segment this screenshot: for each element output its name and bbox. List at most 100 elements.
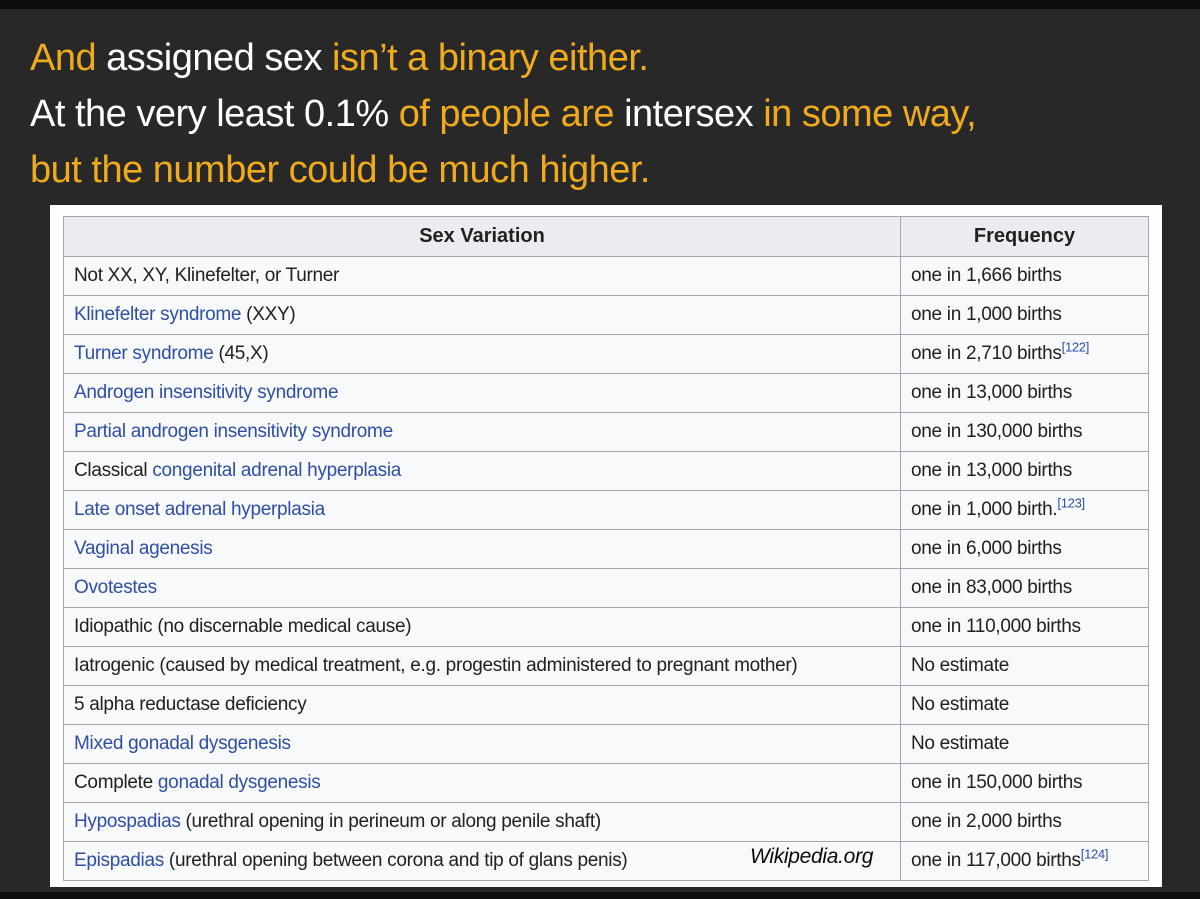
wiki-link[interactable]: congenital adrenal hyperplasia	[152, 460, 402, 481]
table-row: Late onset adrenal hyperplasia one in 1,0…	[63, 490, 1149, 530]
heading-segment: of people are	[398, 93, 625, 135]
heading-segment: assigned sex	[106, 37, 333, 79]
frequency-cell: one in 13,000 births	[900, 451, 1149, 491]
frequency-value: one in 110,000 births	[911, 616, 1081, 637]
table-row: 5 alpha reductase deficiency No estimate	[63, 685, 1149, 725]
frequency-value: one in 150,000 births	[911, 772, 1083, 793]
reference-link[interactable]: [124]	[1080, 846, 1109, 862]
plain-text: 5 alpha reductase deficiency	[74, 694, 307, 715]
heading-segment: isn’t a binary either.	[332, 37, 649, 79]
frequency-cell: one in 1,000 births	[900, 295, 1149, 335]
frequency-value: one in 117,000 births	[911, 850, 1081, 871]
column-header-sex-variation: Sex Variation	[63, 216, 901, 257]
sex-variation-cell: Turner syndrome (45,X)	[63, 334, 901, 374]
sex-variation-cell: Complete gonadal dysgenesis	[63, 763, 901, 803]
wiki-link[interactable]: Hypospadias	[74, 811, 181, 832]
wiki-link[interactable]: Androgen insensitivity syndrome	[74, 382, 339, 403]
frequency-cell: one in 110,000 births	[900, 607, 1149, 647]
table-row: Mixed gonadal dysgenesis No estimate	[63, 724, 1149, 764]
frequency-value: one in 1,000 birth.	[911, 499, 1058, 520]
plain-text: Idiopathic (no discernable medical cause…	[74, 616, 412, 637]
heading-segment: intersex	[624, 93, 764, 135]
frequency-cell: one in 2,710 births[122]	[900, 334, 1149, 374]
sex-variation-cell: Late onset adrenal hyperplasia	[63, 490, 901, 530]
frequency-cell: No estimate	[900, 685, 1149, 725]
sex-variation-cell: Not XX, XY, Klinefelter, or Turner	[63, 256, 901, 296]
plain-text: (urethral opening between corona and tip…	[163, 850, 628, 871]
table-row: Not XX, XY, Klinefelter, or Turner one in…	[63, 256, 1149, 296]
table-row: Vaginal agenesis one in 6,000 births	[63, 529, 1149, 569]
table-row: Idiopathic (no discernable medical cause…	[63, 607, 1149, 647]
sex-variation-cell: Vaginal agenesis	[63, 529, 901, 569]
reference-link[interactable]: [123]	[1057, 495, 1085, 511]
wiki-link[interactable]: Mixed gonadal dysgenesis	[74, 733, 291, 754]
frequency-value: No estimate	[911, 694, 1010, 715]
heading-segment: in some way,	[763, 93, 977, 135]
wiki-link[interactable]: Klinefelter syndrome	[74, 304, 242, 325]
frequency-value: one in 6,000 births	[911, 538, 1062, 559]
frequency-cell: one in 150,000 births	[900, 763, 1149, 803]
frequency-value: No estimate	[911, 733, 1010, 754]
frequency-cell: one in 117,000 births[124]	[900, 841, 1149, 881]
sex-variation-cell: Ovotestes	[63, 568, 901, 608]
frequency-value: No estimate	[911, 655, 1010, 676]
table-row: Androgen insensitivity syndrome one in 13…	[63, 373, 1149, 413]
heading-segment: At the very least 0.1%	[30, 93, 399, 135]
frequency-cell: No estimate	[900, 724, 1149, 764]
table-row: Klinefelter syndrome (XXY) one in 1,000 b…	[63, 295, 1149, 335]
frequency-cell: one in 83,000 births	[900, 568, 1149, 608]
reference-link[interactable]: [122]	[1061, 339, 1090, 355]
attribution-label: Wikipedia.org	[750, 845, 874, 868]
sex-variation-cell: Partial androgen insensitivity syndrome	[63, 412, 901, 452]
frequency-value: one in 83,000 births	[911, 577, 1072, 598]
heading-segment: but the number could be much higher.	[30, 149, 650, 191]
sex-variation-cell: Hypospadias (urethral opening in perineu…	[63, 802, 901, 842]
frequency-value: one in 130,000 births	[911, 421, 1083, 442]
table-row: Epispadias (urethral opening between cor…	[63, 841, 1149, 881]
frequency-value: one in 1,666 births	[911, 265, 1062, 286]
column-header-frequency: Frequency	[900, 216, 1149, 257]
frequency-cell: one in 1,000 birth.[123]	[900, 490, 1149, 530]
plain-text: (45,X)	[213, 343, 269, 364]
wiki-link[interactable]: Vaginal agenesis	[74, 538, 213, 559]
frequency-cell: one in 2,000 births	[900, 802, 1149, 842]
wiki-link[interactable]: Ovotestes	[74, 577, 157, 598]
sex-variation-cell: Androgen insensitivity syndrome	[63, 373, 901, 413]
plain-text: Not XX, XY, Klinefelter, or Turner	[74, 265, 340, 286]
wiki-link[interactable]: Late onset adrenal hyperplasia	[74, 499, 325, 520]
bottom-border-strip	[0, 892, 1200, 899]
table-row: Turner syndrome (45,X) one in 2,710 birth…	[63, 334, 1149, 374]
frequency-cell: one in 130,000 births	[900, 412, 1149, 452]
frequency-value: one in 2,000 births	[911, 811, 1062, 832]
sex-variation-cell: Mixed gonadal dysgenesis	[63, 724, 901, 764]
plain-text: (urethral opening in perineum or along p…	[180, 811, 602, 832]
frequency-cell: one in 6,000 births	[900, 529, 1149, 569]
heading-line-2: At the very least 0.1% of people are int…	[30, 86, 977, 142]
heading-line-3: but the number could be much higher.	[30, 142, 976, 198]
sex-variation-cell: Iatrogenic (caused by medical treatment,…	[63, 646, 901, 686]
heading-line-1: And assigned sex isn’t a binary either.	[30, 30, 976, 86]
wiki-link[interactable]: gonadal dysgenesis	[157, 772, 321, 793]
table-row: Iatrogenic (caused by medical treatment,…	[63, 646, 1149, 686]
sex-variation-cell: 5 alpha reductase deficiency	[63, 685, 901, 725]
table-body: Not XX, XY, Klinefelter, or Turner one in…	[63, 256, 1149, 881]
table-row: Classical congenital adrenal hyperplasia…	[63, 451, 1149, 491]
wiki-link[interactable]: Partial androgen insensitivity syndrome	[74, 421, 393, 442]
plain-text: Iatrogenic (caused by medical treatment,…	[74, 655, 798, 676]
plain-text: Complete	[74, 772, 158, 793]
table-row: Partial androgen insensitivity syndrome o…	[63, 412, 1149, 452]
frequency-value: one in 2,710 births	[911, 343, 1062, 364]
table-row: Hypospadias (urethral opening in perineu…	[63, 802, 1149, 842]
wiki-link[interactable]: Turner syndrome	[74, 343, 214, 364]
wiki-link[interactable]: Epispadias	[74, 850, 164, 871]
table-row: Ovotestes one in 83,000 births	[63, 568, 1149, 608]
plain-text: (XXY)	[241, 304, 296, 325]
sex-variation-cell: Classical congenital adrenal hyperplasia	[63, 451, 901, 491]
table-row: Complete gonadal dysgenesis one in 150,00…	[63, 763, 1149, 803]
heading-segment: And	[30, 37, 107, 79]
table-header-row: Sex Variation Frequency	[63, 216, 1149, 257]
frequency-value: one in 1,000 births	[911, 304, 1062, 325]
sex-variation-cell: Epispadias (urethral opening between cor…	[63, 841, 901, 881]
wikipedia-table-panel: Sex Variation Frequency Not XX, XY, Klin…	[50, 205, 1162, 887]
